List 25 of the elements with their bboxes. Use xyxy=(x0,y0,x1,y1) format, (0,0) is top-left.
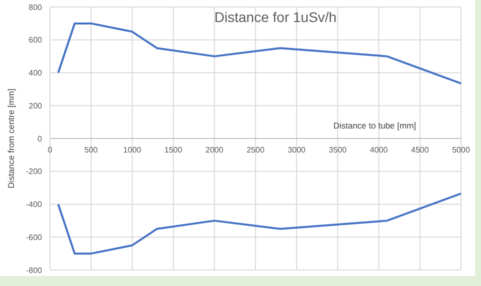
y-tick-label: -600 xyxy=(26,232,43,242)
x-axis-title: Distance to tube [mm] xyxy=(333,120,416,131)
y-tick-label: 600 xyxy=(28,36,43,45)
x-tick-label: 2000 xyxy=(206,146,224,154)
y-axis-title: Distance from centre [mm] xyxy=(6,88,16,188)
x-tick-label: 500 xyxy=(84,146,98,154)
x-tick-label: 2500 xyxy=(246,146,265,154)
x-tick-label: 0 xyxy=(48,146,53,154)
y-tick-label: 400 xyxy=(28,68,43,78)
x-tick-label: 1000 xyxy=(123,146,142,154)
x-tick-label: 3500 xyxy=(328,146,348,154)
y-tick-label: 800 xyxy=(28,2,43,12)
line-series xyxy=(57,192,462,255)
x-tick-label: 3000 xyxy=(288,146,306,154)
chart-title: Distance for 1uSv/h xyxy=(214,9,337,25)
y-tick-label: -400 xyxy=(26,200,43,210)
line-series xyxy=(57,22,462,84)
x-tick-label: 4500 xyxy=(411,146,430,154)
x-tick-label: 5000 xyxy=(452,146,470,154)
x-tick-label: 1500 xyxy=(164,146,183,154)
y-tick-label: 200 xyxy=(28,101,43,110)
y-tick-label: -200 xyxy=(26,167,43,176)
x-tick-label: 4000 xyxy=(370,146,388,154)
y-tick-label: 0 xyxy=(38,134,43,144)
y-tick-label: -800 xyxy=(26,266,43,275)
